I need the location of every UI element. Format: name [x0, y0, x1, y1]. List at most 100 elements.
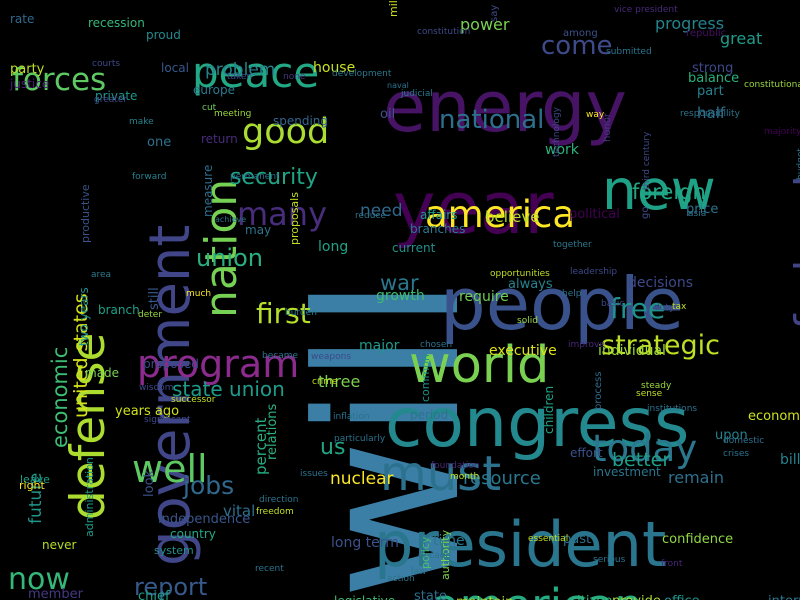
- word-issues: issues: [300, 469, 328, 479]
- word-relations: relations: [265, 403, 280, 460]
- word-legislative: legislative: [334, 595, 395, 600]
- word-sense: sense: [636, 389, 663, 399]
- word-current: current: [392, 241, 436, 255]
- word-america: america: [425, 193, 575, 236]
- word-war: war: [380, 271, 419, 295]
- word-recession: recession: [88, 16, 145, 30]
- word-chosen: chosen: [420, 340, 453, 350]
- word-many: many: [237, 195, 327, 233]
- word-among: among: [563, 28, 598, 39]
- word-house: house: [313, 60, 356, 76]
- word-forward: forward: [132, 172, 167, 182]
- word-energy: energy: [383, 66, 627, 148]
- word-upon: upon: [715, 428, 748, 443]
- word-asia: asia: [688, 209, 707, 219]
- word-front: front: [661, 559, 683, 569]
- word-chief: chief: [138, 589, 170, 600]
- word-crises: crises: [723, 449, 750, 459]
- word-need: need: [360, 201, 403, 221]
- word-never: never: [42, 538, 77, 552]
- word-deter: deter: [138, 310, 163, 320]
- word-peace: peace: [192, 48, 320, 97]
- word-serious: serious: [593, 555, 626, 565]
- word-make: make: [129, 117, 154, 127]
- word-technology: technology: [552, 107, 562, 157]
- word-way: way: [586, 110, 605, 120]
- word-measure: measure: [201, 164, 215, 217]
- word-congress: congress: [385, 384, 690, 463]
- word-affairs: affairs: [420, 208, 458, 222]
- word-progress: progress: [655, 14, 725, 33]
- word-decisions: decisions: [628, 275, 694, 291]
- word-time: time: [433, 533, 465, 549]
- word-half: half: [697, 104, 726, 122]
- word-vital: vital: [223, 502, 256, 520]
- word-local: local: [161, 61, 189, 75]
- word-political: political: [569, 207, 620, 222]
- word-two-years: two years: [77, 287, 91, 346]
- word-much: much: [186, 289, 212, 299]
- word-improve: improve: [568, 340, 605, 350]
- word-weapons: weapons: [311, 352, 352, 362]
- word-better: better: [612, 449, 671, 471]
- word-well: well: [132, 447, 208, 491]
- word-require: require: [459, 289, 509, 305]
- word-year: year: [393, 166, 554, 250]
- word-institutions: institutions: [647, 404, 698, 414]
- word-first: first: [256, 297, 311, 330]
- word-law: law: [411, 567, 427, 577]
- word-executive: executive: [489, 343, 557, 359]
- word-now: now: [8, 562, 70, 597]
- word-taken: taken: [227, 72, 253, 82]
- word-security: security: [230, 165, 318, 190]
- word-meeting: meeting: [214, 109, 252, 119]
- word-together: together: [553, 240, 592, 250]
- word-national: national: [439, 105, 545, 135]
- word-proposed: proposed: [143, 357, 199, 371]
- word-long: long: [318, 239, 349, 255]
- word-europe: europe: [193, 83, 235, 97]
- word-balance: balance: [688, 71, 740, 86]
- word-administration: administration: [83, 457, 96, 537]
- word-union: union: [196, 244, 263, 272]
- word-long-term: long term: [331, 535, 399, 551]
- word-remain: remain: [668, 468, 725, 487]
- word-wisdom: wisdom: [139, 383, 174, 393]
- word-may: may: [245, 223, 272, 237]
- word-nuclear: nuclear: [330, 469, 394, 489]
- word-help: help: [562, 289, 582, 299]
- word-past: past: [563, 532, 592, 547]
- word-process: process: [593, 371, 604, 410]
- word-right: right: [19, 479, 45, 492]
- word-naval: naval: [387, 81, 409, 90]
- word-free: free: [610, 292, 666, 325]
- word-oil: oil: [380, 107, 396, 122]
- word-common: common: [419, 354, 432, 402]
- word-independence: independence: [158, 512, 251, 527]
- word-proposals: proposals: [288, 192, 301, 245]
- word-branch: branch: [98, 303, 140, 317]
- word-must: must: [380, 446, 502, 502]
- word-always: always: [508, 277, 553, 292]
- word-growth: growth: [376, 288, 425, 304]
- word-responsibility: responsibility: [680, 109, 740, 119]
- word-inflation: inflation: [333, 412, 370, 422]
- word-forces: forces: [12, 62, 107, 98]
- word-month: month: [450, 472, 480, 482]
- word-country: country: [170, 527, 216, 541]
- word-permanent: permanent: [230, 172, 280, 182]
- word-resource: resource: [463, 468, 541, 489]
- word-report: report: [134, 573, 208, 600]
- word-leadership: leadership: [570, 267, 618, 277]
- word-productive: productive: [79, 184, 92, 243]
- word-made: made: [85, 366, 120, 380]
- word-solid: solid: [517, 316, 538, 326]
- word-cut: cut: [202, 103, 217, 113]
- word-federal: federal: [786, 175, 800, 330]
- word-reduce: reduce: [355, 211, 386, 221]
- word-still: still: [147, 287, 162, 310]
- word-honor: honor: [602, 112, 613, 142]
- word-strong: strong: [692, 61, 734, 76]
- word-vice-president: vice president: [614, 5, 678, 15]
- word-area: area: [91, 270, 112, 280]
